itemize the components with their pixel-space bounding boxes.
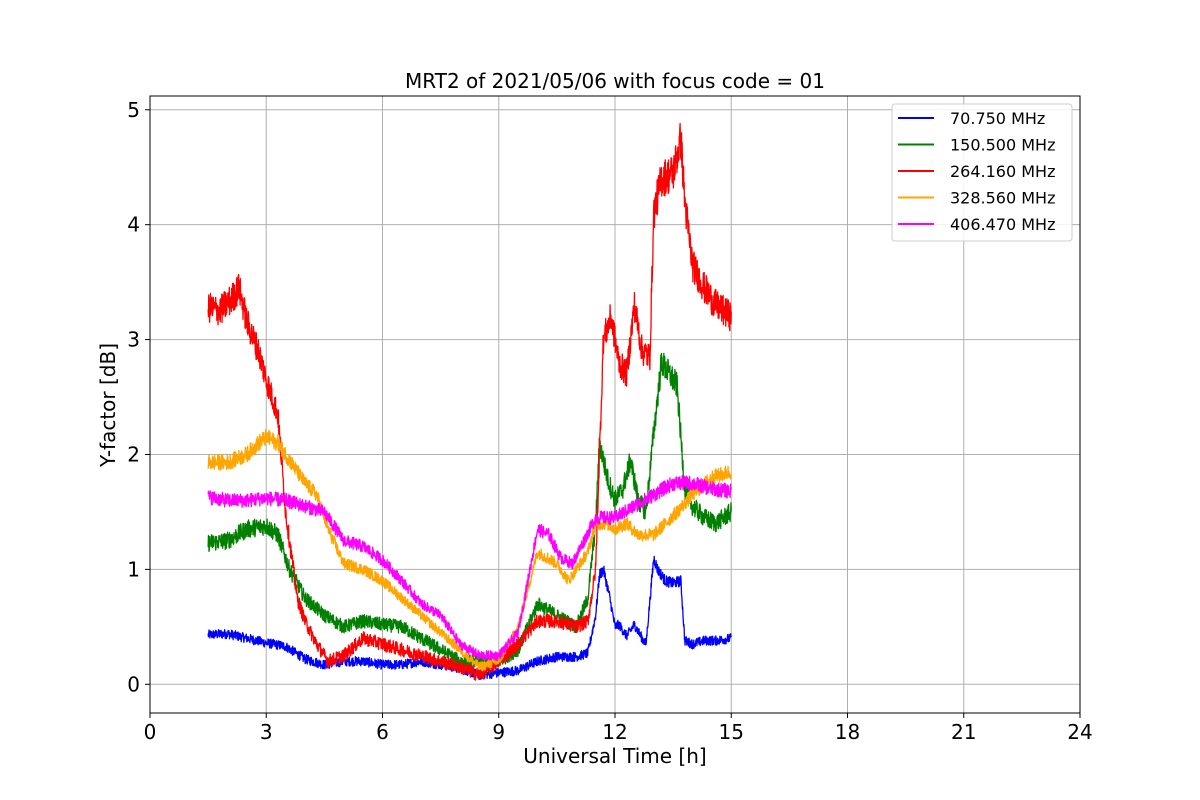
legend-label: 406.470 MHz — [950, 215, 1055, 234]
y-tick-label: 0 — [127, 672, 140, 696]
x-tick-label: 9 — [492, 720, 505, 744]
x-tick-label: 15 — [719, 720, 744, 744]
y-axis-label: Y-factor [dB] — [96, 343, 120, 468]
series-line-3 — [207, 122, 732, 681]
legend-label: 150.500 MHz — [950, 136, 1055, 155]
y-tick-label: 1 — [127, 557, 140, 581]
y-tick-label: 5 — [127, 98, 140, 122]
chart-title: MRT2 of 2021/05/06 with focus code = 01 — [405, 69, 825, 93]
y-tick-label: 2 — [127, 442, 140, 466]
x-tick-label: 12 — [602, 720, 627, 744]
y-tick-label: 4 — [127, 213, 140, 237]
y-tick-label: 3 — [127, 328, 140, 352]
series-layer — [207, 122, 732, 681]
x-tick-label: 0 — [144, 720, 157, 744]
x-axis: 0 3 6 9 12 15 18 21 24 — [144, 713, 1093, 744]
x-axis-label: Universal Time [h] — [523, 744, 706, 768]
x-tick-label: 24 — [1067, 720, 1092, 744]
legend-label: 264.160 MHz — [950, 162, 1055, 181]
x-tick-label: 18 — [835, 720, 860, 744]
x-tick-label: 6 — [376, 720, 389, 744]
series-line-4 — [207, 428, 732, 672]
legend: 70.750 MHz 150.500 MHz 264.160 MHz 328.560 … — [891, 103, 1073, 242]
x-tick-label: 21 — [951, 720, 976, 744]
legend-label: 70.750 MHz — [950, 109, 1045, 128]
legend-label: 328.560 MHz — [950, 189, 1055, 208]
series-line-5 — [207, 475, 732, 661]
y-axis: 0 1 2 3 4 5 — [127, 98, 150, 696]
x-tick-label: 3 — [260, 720, 273, 744]
legend-box — [891, 103, 1073, 242]
